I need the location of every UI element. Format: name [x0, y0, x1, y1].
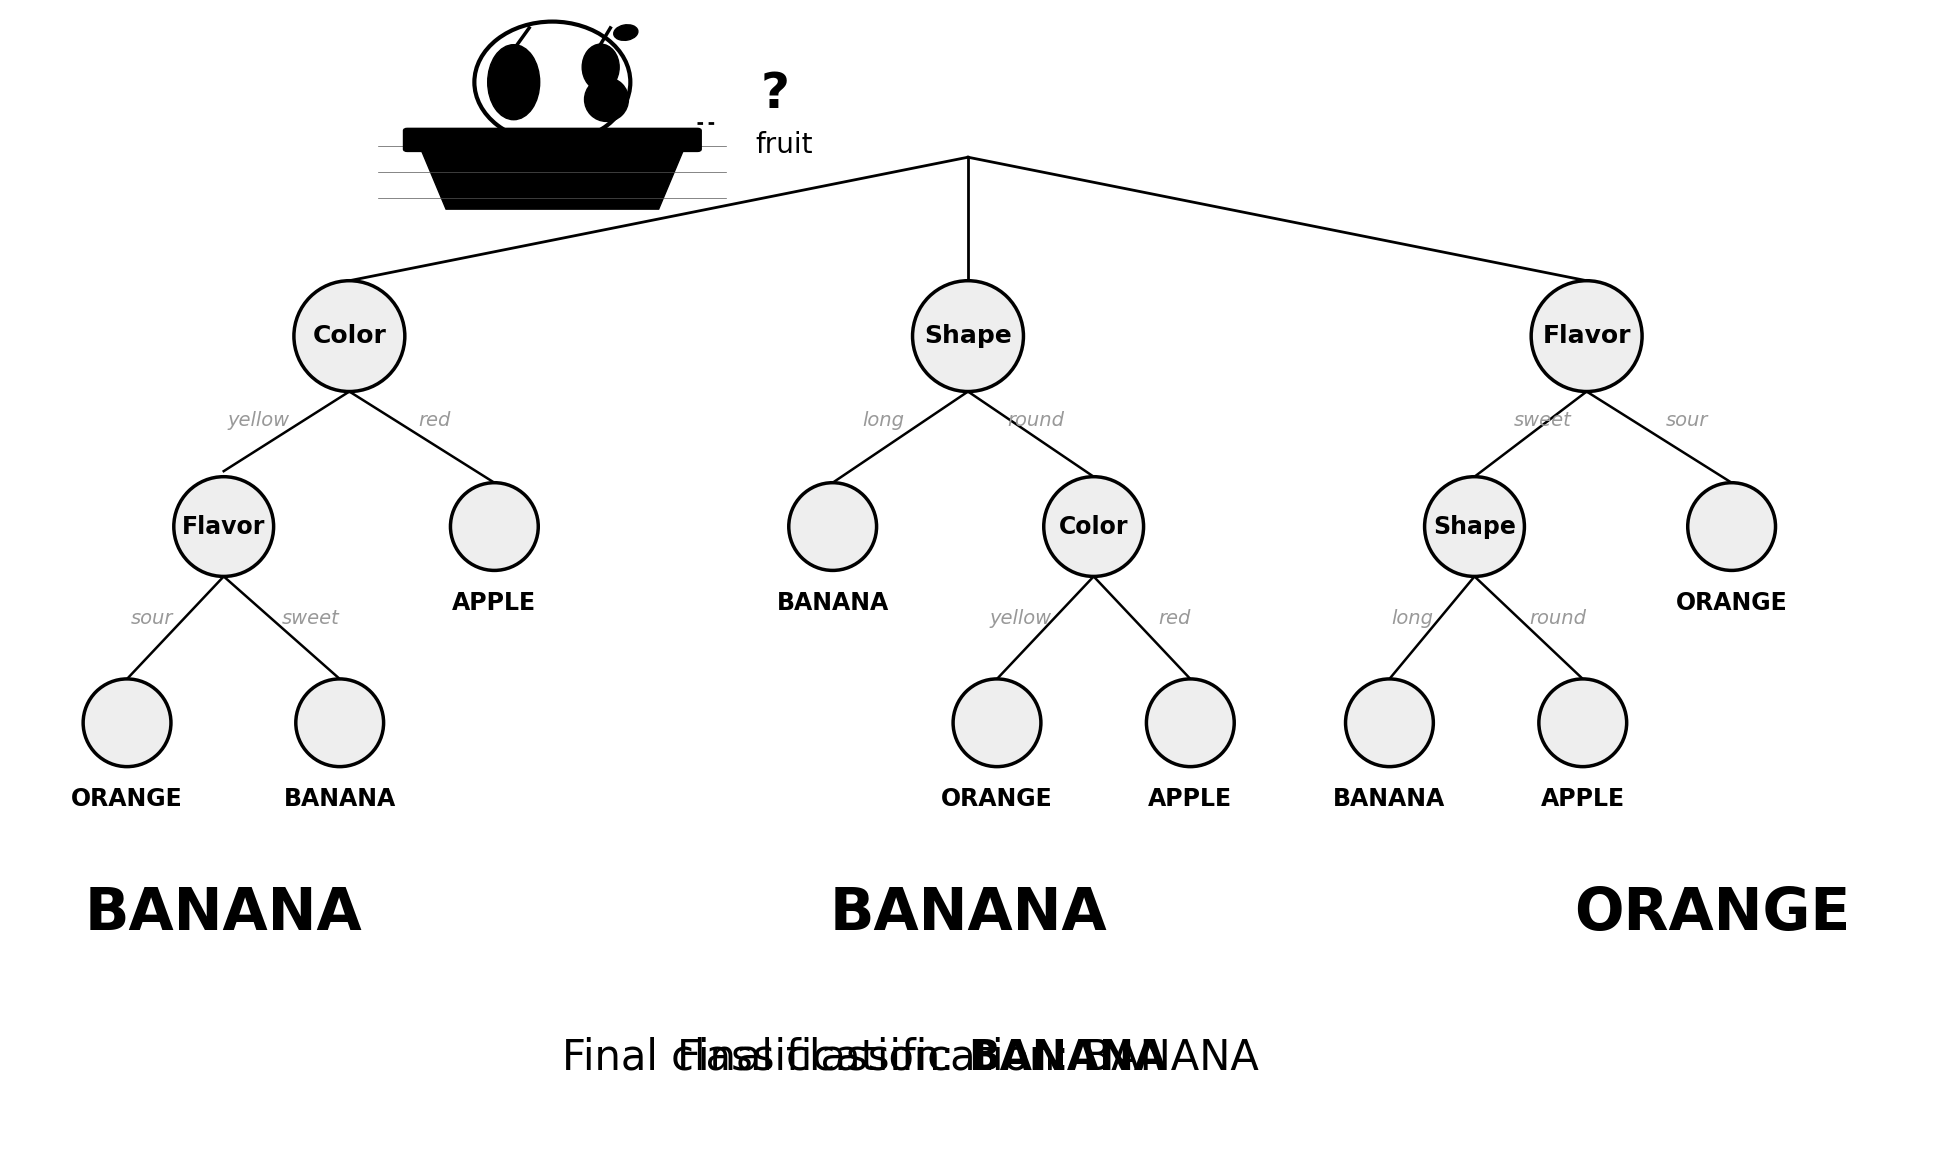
Text: BANANA: BANANA	[1334, 788, 1446, 811]
Text: ORANGE: ORANGE	[1677, 591, 1787, 616]
Text: red: red	[418, 411, 451, 430]
Ellipse shape	[614, 24, 637, 40]
Text: ORANGE: ORANGE	[941, 788, 1053, 811]
Ellipse shape	[1044, 477, 1144, 576]
Text: BANANA: BANANA	[85, 885, 362, 942]
Text: BANANA: BANANA	[968, 1037, 1165, 1078]
Polygon shape	[416, 140, 687, 209]
Text: ?: ?	[761, 69, 790, 118]
Text: yellow: yellow	[989, 610, 1051, 628]
Ellipse shape	[294, 281, 405, 391]
Ellipse shape	[912, 281, 1024, 391]
Text: ORANGE: ORANGE	[1574, 885, 1851, 942]
Text: Final classification: BANANA: Final classification: BANANA	[678, 1037, 1258, 1078]
Ellipse shape	[488, 45, 540, 119]
Text: APPLE: APPLE	[1541, 788, 1624, 811]
Ellipse shape	[788, 482, 877, 570]
Ellipse shape	[1539, 679, 1626, 767]
Ellipse shape	[1688, 482, 1775, 570]
Text: sweet: sweet	[1514, 411, 1570, 430]
Text: Flavor: Flavor	[1543, 324, 1630, 348]
Text: Shape: Shape	[923, 324, 1013, 348]
Text: Color: Color	[312, 324, 387, 348]
FancyBboxPatch shape	[403, 128, 701, 152]
Text: sour: sour	[1667, 411, 1708, 430]
Text: BANANA: BANANA	[776, 591, 889, 616]
Ellipse shape	[1531, 281, 1642, 391]
Text: round: round	[1529, 610, 1586, 628]
Ellipse shape	[451, 482, 538, 570]
Text: BANANA: BANANA	[829, 885, 1107, 942]
Ellipse shape	[296, 679, 383, 767]
Text: APPLE: APPLE	[1148, 788, 1233, 811]
Text: sweet: sweet	[283, 610, 339, 628]
Text: ORANGE: ORANGE	[72, 788, 182, 811]
Text: long: long	[1392, 610, 1435, 628]
Ellipse shape	[1346, 679, 1433, 767]
Ellipse shape	[1146, 679, 1235, 767]
Ellipse shape	[953, 679, 1042, 767]
Text: Shape: Shape	[1433, 515, 1516, 538]
Text: round: round	[1007, 411, 1065, 430]
Text: APPLE: APPLE	[453, 591, 536, 616]
Ellipse shape	[585, 78, 629, 121]
Text: long: long	[862, 411, 904, 430]
Text: sour: sour	[132, 610, 174, 628]
Text: fruit: fruit	[755, 131, 813, 159]
Ellipse shape	[1425, 477, 1524, 576]
Text: yellow: yellow	[227, 411, 290, 430]
Ellipse shape	[174, 477, 273, 576]
Text: red: red	[1158, 610, 1191, 628]
Text: Color: Color	[1059, 515, 1129, 538]
Ellipse shape	[583, 44, 620, 90]
Text: Flavor: Flavor	[182, 515, 265, 538]
Ellipse shape	[83, 679, 170, 767]
Ellipse shape	[474, 22, 631, 142]
Text: BANANA: BANANA	[283, 788, 395, 811]
Text: Final classification:: Final classification:	[563, 1037, 968, 1078]
